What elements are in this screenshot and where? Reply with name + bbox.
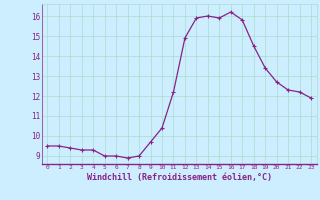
X-axis label: Windchill (Refroidissement éolien,°C): Windchill (Refroidissement éolien,°C) — [87, 173, 272, 182]
